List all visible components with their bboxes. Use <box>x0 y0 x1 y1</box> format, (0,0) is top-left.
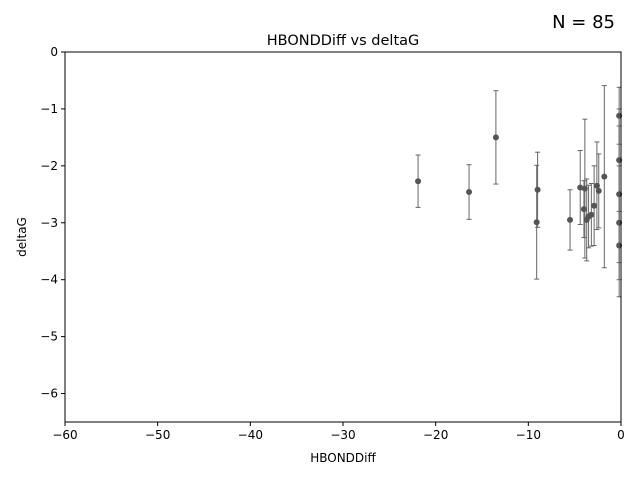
data-point <box>601 173 608 180</box>
data-point <box>593 182 600 189</box>
x-tick-label: −10 <box>516 428 541 442</box>
data-point <box>577 184 584 191</box>
y-tick-label: −2 <box>40 159 58 173</box>
data-point <box>567 216 574 223</box>
data-point <box>595 187 602 194</box>
y-axis-ticks: 0 −1 −2 −3 −4 −5 −6 <box>40 45 65 401</box>
data-point <box>533 219 540 226</box>
data-point <box>588 211 595 218</box>
x-tick-label: 0 <box>617 428 625 442</box>
x-axis-label: HBONDDiff <box>310 451 376 465</box>
data-point <box>415 178 422 185</box>
y-tick-label: −3 <box>40 216 58 230</box>
x-axis-ticks: −60 −50 −40 −30 −20 −10 0 <box>52 422 625 442</box>
sample-count-label: N = 85 <box>552 12 615 33</box>
x-tick-label: −40 <box>238 428 263 442</box>
x-tick-label: −30 <box>330 428 355 442</box>
y-tick-label: −5 <box>40 330 58 344</box>
y-axis-label: deltaG <box>15 217 29 257</box>
chart-title: HBONDDiff vs deltaG <box>267 33 420 49</box>
y-tick-label: −6 <box>40 387 58 401</box>
data-point <box>534 186 541 193</box>
x-tick-label: −20 <box>423 428 448 442</box>
x-tick-label: −50 <box>145 428 170 442</box>
data-point <box>581 185 588 192</box>
data-point <box>492 134 499 141</box>
x-tick-label: −60 <box>52 428 77 442</box>
y-tick-label: −4 <box>40 273 58 287</box>
data-point <box>591 202 598 209</box>
marker-layer <box>415 112 623 249</box>
plot-frame <box>64 51 622 423</box>
data-point <box>466 189 473 196</box>
y-tick-label: 0 <box>50 45 58 59</box>
data-point <box>580 206 587 213</box>
y-tick-label: −1 <box>40 102 58 116</box>
errorbar-layer <box>415 85 622 298</box>
